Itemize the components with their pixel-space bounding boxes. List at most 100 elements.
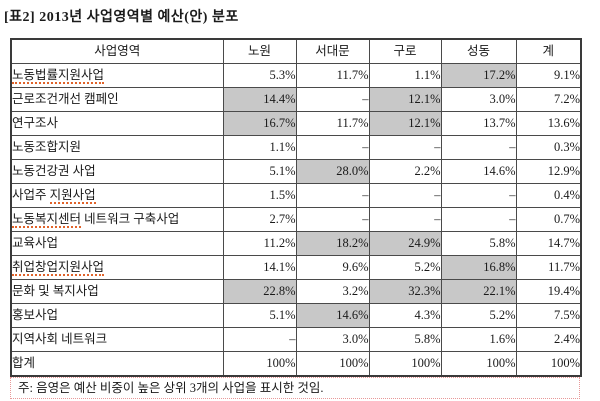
value-cell: 3.2%	[295, 279, 370, 304]
value-cell: –	[440, 207, 517, 232]
spellcheck-underlined-text: 취업창업지원사업	[12, 260, 105, 276]
row-label: 노동법률지원사업	[10, 63, 224, 88]
value-cell: 5.3%	[222, 63, 297, 88]
table-row: 노동조합지원 1.1% – – –0.3%	[10, 135, 582, 160]
table-row: 노동법률지원사업 5.3% 11.7% 1.1% 17.2% 9.1%	[10, 63, 582, 88]
value-cell: 0.3%	[515, 135, 582, 160]
header-cell-4: 성동	[440, 38, 517, 64]
value-cell: 1.1%	[222, 135, 297, 160]
value-cell: 2.4%	[515, 327, 582, 352]
value-cell-shaded: 12.1%	[368, 87, 442, 112]
value-cell: 7.5%	[515, 303, 582, 328]
value-cell-shaded: 22.8%	[222, 279, 297, 304]
row-label: 노동복지센터 네트워크 구축사업	[10, 207, 224, 232]
label-text: 노동건강권 사업	[12, 164, 96, 178]
value-cell: 14.6%	[440, 159, 517, 184]
value-cell: –	[295, 207, 370, 232]
value-cell: 9.6%	[295, 255, 370, 280]
row-label: 노동건강권 사업	[10, 159, 224, 184]
value-cell: 5.8%	[368, 327, 442, 352]
row-label: 홍보사업	[10, 303, 224, 328]
value-cell-shaded: 28.0%	[295, 159, 370, 184]
value-cell-shaded: 18.2%	[295, 231, 370, 256]
budget-table: 사업영역 노원 서대문 구로 성동 계 노동법률지원사업 5.3% 11.7% 1.1% 17.2…	[10, 38, 582, 377]
value-cell: 0.7%	[515, 207, 582, 232]
value-cell: 1.1%	[368, 63, 442, 88]
label-text: 문화 및 복지사업	[12, 284, 99, 298]
value-cell: 1.6%	[440, 327, 517, 352]
value-cell: 100%	[440, 351, 517, 377]
value-cell: 5.8%	[440, 231, 517, 256]
header-row: 사업영역 노원 서대문 구로 성동 계	[10, 38, 582, 64]
value-cell: –	[368, 135, 442, 160]
value-cell: 13.7%	[440, 111, 517, 136]
spellcheck-underlined-text: 지원사업	[49, 188, 96, 204]
table-row: 합계 100% 100% 100% 100% 100%	[10, 351, 582, 377]
label-text: 사업주	[12, 188, 50, 202]
value-cell: –	[440, 135, 517, 160]
note-text: 주: 음영은 예산 비중이 높은 상위 3개의 사업을 표시한 것임.	[18, 381, 324, 395]
value-cell: 1.5%	[222, 183, 297, 208]
value-cell: 5.2%	[440, 303, 517, 328]
value-cell-shaded: 14.6%	[295, 303, 370, 328]
header-cell-1: 노원	[222, 38, 297, 64]
table-row: 사업주 지원사업 1.5% – – –0.4%	[10, 183, 582, 208]
value-cell: 100%	[368, 351, 442, 377]
table-row: 취업창업지원사업 14.1% 9.6% 5.2% 16.8% 11.7%	[10, 255, 582, 280]
value-cell-shaded: 17.2%	[440, 63, 517, 88]
label-text: 네트워크 구축사업	[81, 212, 180, 226]
table-row: 홍보사업 5.1% 14.6% 4.3% 5.2% 7.5%	[10, 303, 582, 328]
table-row: 노동건강권 사업 5.1% 28.0% 2.2% 14.6% 12.9%	[10, 159, 582, 184]
value-cell-shaded: 24.9%	[368, 231, 442, 256]
row-label: 근로조건개선 캠페인	[10, 87, 224, 112]
value-cell: 100%	[515, 351, 582, 377]
value-cell: 13.6%	[515, 111, 582, 136]
row-label: 사업주 지원사업	[10, 183, 224, 208]
label-text: 연구조사	[12, 116, 59, 130]
value-cell-shaded: 16.8%	[440, 255, 517, 280]
value-cell: –	[295, 183, 370, 208]
value-cell: 100%	[222, 351, 297, 377]
value-cell: 14.1%	[222, 255, 297, 280]
value-cell: 9.1%	[515, 63, 582, 88]
header-cell-3: 구로	[368, 38, 442, 64]
value-cell: –	[295, 87, 370, 112]
table-row: 교육사업 11.2% 18.2% 24.9% 5.8% 14.7%	[10, 231, 582, 256]
value-cell: 11.7%	[295, 63, 370, 88]
value-cell-shaded: 22.1%	[440, 279, 517, 304]
row-label: 교육사업	[10, 231, 224, 256]
value-cell: –	[295, 135, 370, 160]
value-cell: –	[368, 207, 442, 232]
table-row: 노동복지센터 네트워크 구축사업 2.7% – – –0.7%	[10, 207, 582, 232]
label-text: 교육사업	[12, 236, 59, 250]
value-cell: –	[222, 327, 297, 352]
row-label: 지역사회 네트워크	[10, 327, 224, 352]
value-cell: 19.4%	[515, 279, 582, 304]
row-label: 문화 및 복지사업	[10, 279, 224, 304]
value-cell-shaded: 16.7%	[222, 111, 297, 136]
row-label: 노동조합지원	[10, 135, 224, 160]
value-cell: 5.1%	[222, 303, 297, 328]
header-cell-0: 사업영역	[10, 38, 224, 64]
value-cell: 12.9%	[515, 159, 582, 184]
value-cell: –	[440, 183, 517, 208]
table-row: 지역사회 네트워크 –3.0% 5.8% 1.6% 2.4%	[10, 327, 582, 352]
table-row: 문화 및 복지사업 22.8% 3.2% 32.3% 22.1% 19.4%	[10, 279, 582, 304]
header-cell-5: 계	[515, 38, 582, 64]
header-cell-2: 서대문	[295, 38, 370, 64]
label-text: 지역사회 네트워크	[12, 332, 108, 346]
table-body: 노동법률지원사업 5.3% 11.7% 1.1% 17.2% 9.1% 근로조건개선 캠페인…	[10, 63, 582, 377]
label-text: 합계	[12, 356, 36, 370]
value-cell: 2.2%	[368, 159, 442, 184]
spellcheck-underlined-text: 노동복지센터	[12, 212, 82, 228]
value-cell-shaded: 12.1%	[368, 111, 442, 136]
value-cell: –	[368, 183, 442, 208]
value-cell: 0.4%	[515, 183, 582, 208]
note-box: 주: 음영은 예산 비중이 높은 상위 3개의 사업을 표시한 것임.	[10, 377, 580, 399]
value-cell: 3.0%	[295, 327, 370, 352]
label-text: 홍보사업	[12, 308, 59, 322]
page-title: [표2] 2013년 사업영역별 예산(안) 분포	[4, 10, 239, 25]
value-cell: 100%	[295, 351, 370, 377]
value-cell-shaded: 32.3%	[368, 279, 442, 304]
